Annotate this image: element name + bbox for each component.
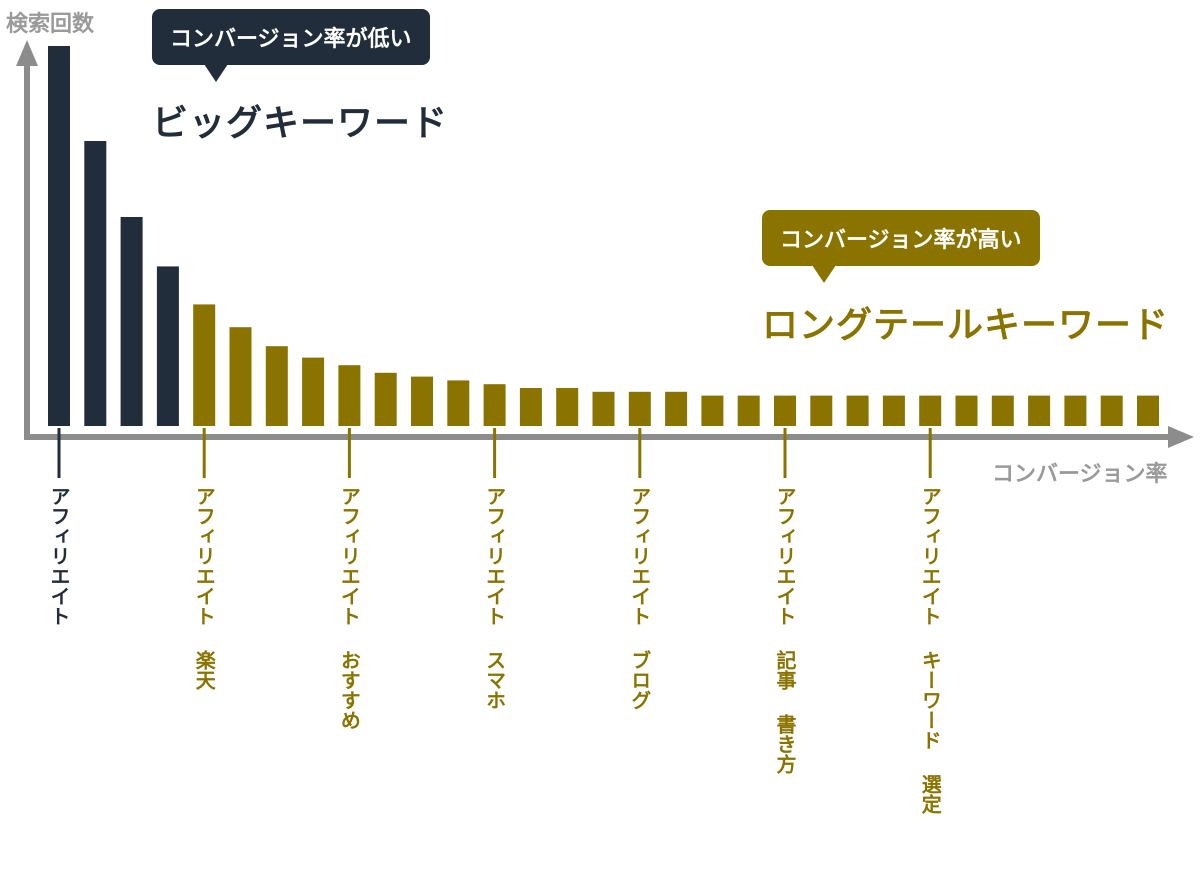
bar [774, 395, 796, 426]
bar [846, 395, 869, 426]
bar [120, 217, 143, 426]
bar [519, 388, 542, 426]
bar [1137, 395, 1159, 426]
tick-label: アフィリエイト ブログ [627, 486, 652, 710]
bar [665, 391, 688, 426]
bar [1100, 395, 1123, 426]
tick-label: アフィリエイト 記事 書き方 [773, 486, 797, 774]
x-axis-arrow [1168, 426, 1194, 448]
bar [193, 304, 216, 426]
bar [628, 391, 651, 426]
bar [483, 384, 506, 426]
bar [156, 266, 179, 426]
bar [265, 346, 288, 426]
bar [737, 395, 760, 426]
y-axis-arrow [16, 40, 38, 66]
bar [84, 141, 107, 426]
bar [1064, 395, 1087, 426]
tick-label: アフィリエイト スマホ [482, 486, 507, 710]
bar [374, 372, 397, 426]
tick-label: アフィリエイト 楽天 [192, 486, 217, 690]
bar [447, 380, 470, 426]
bar [302, 357, 325, 426]
bar [955, 395, 978, 426]
big-keyword-callout: コンバージョン率が低い [152, 9, 430, 82]
bar [1028, 395, 1051, 426]
longtail-keyword-title: ロングテールキーワード [762, 305, 1170, 346]
bar [810, 395, 833, 426]
bar [919, 395, 942, 426]
axes-group [16, 40, 1194, 448]
tick-label: アフィリエイト キーワード 選定 [918, 486, 943, 814]
bars-group [48, 46, 1159, 426]
bar [701, 395, 724, 426]
bar [991, 395, 1014, 426]
tick-lines-group [57, 428, 932, 478]
x-axis-title: コンバージョン率 [992, 462, 1168, 487]
tick-label: アフィリエイト おすすめ [337, 486, 362, 730]
longtail-keyword-callout: コンバージョン率が高い [762, 210, 1040, 283]
tick-label: アフィリエイト [47, 486, 71, 626]
bar [338, 365, 361, 426]
big-keyword-title: ビッグキーワード [152, 103, 449, 144]
bar [411, 376, 433, 426]
bar [592, 391, 615, 426]
bar [556, 388, 579, 426]
bar [48, 46, 70, 426]
bar [882, 395, 905, 426]
y-axis-title: 検索回数 [6, 12, 95, 37]
bar [229, 327, 252, 426]
